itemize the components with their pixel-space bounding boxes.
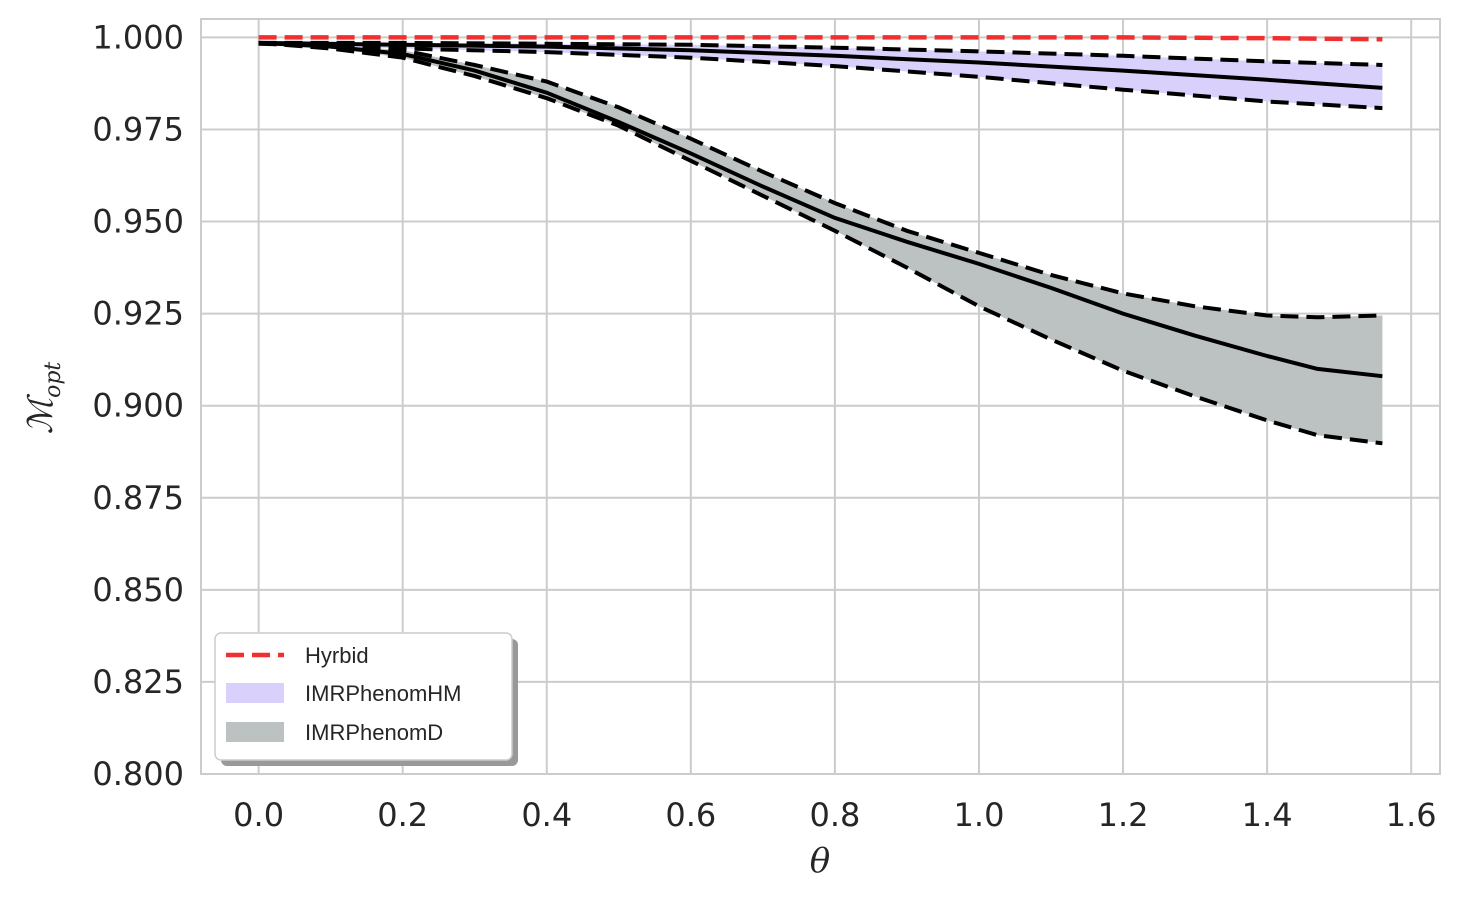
- x-tick-label: 1.4: [1242, 796, 1293, 834]
- y-axis-label-sub: opt: [41, 362, 66, 398]
- y-tick-label: 0.850: [92, 571, 184, 609]
- median-line-imrphenomd: [258, 40, 1383, 379]
- y-tick-label: 0.925: [92, 295, 184, 333]
- x-tick-label: 0.6: [665, 796, 716, 834]
- x-tick-label: 0.2: [377, 796, 428, 834]
- y-axis-label: ℳopt: [21, 362, 66, 435]
- legend: Hyrbid IMRPhenomHM IMRPhenomD: [214, 632, 518, 766]
- lower-bound-imrphenomhm: [258, 41, 1383, 111]
- svg-text:ℳopt: ℳopt: [21, 362, 66, 435]
- bands: [258, 42, 1383, 444]
- plot-frame: [200, 18, 1441, 775]
- line-hybrid: [258, 35, 1383, 42]
- upper-bound-imrphenomd: [258, 40, 1383, 320]
- x-tick-label: 1.2: [1098, 796, 1149, 834]
- legend-label-imrphenomd: IMRPhenomD: [305, 720, 443, 745]
- x-axis-label: θ: [810, 841, 830, 881]
- lines: [258, 35, 1383, 446]
- band-imrphenomhm: [258, 42, 1383, 109]
- upper-bound-imrphenomhm: [258, 40, 1383, 67]
- lower-bound-imrphenomd: [258, 40, 1383, 446]
- x-tick-label: 0.8: [809, 796, 860, 834]
- y-tick-label: 0.825: [92, 663, 184, 701]
- y-tick-labels: 0.800 0.825 0.850 0.875 0.900 0.925 0.950 0.975…: [92, 18, 184, 793]
- legend-box: [214, 632, 513, 761]
- y-tick-label: 0.950: [92, 203, 184, 241]
- band-imrphenomd: [258, 42, 1383, 444]
- legend-label-imrphenomhm: IMRPhenomHM: [305, 681, 461, 706]
- y-tick-label: 0.800: [92, 755, 184, 793]
- y-axis-label-main: ℳ: [21, 393, 61, 434]
- x-tick-label: 0.4: [521, 796, 572, 834]
- legend-swatch-imrphenomd: [226, 722, 284, 742]
- y-tick-label: 0.975: [92, 110, 184, 148]
- x-tick-label: 0.0: [233, 796, 284, 834]
- x-tick-label: 1.6: [1386, 796, 1437, 834]
- y-tick-label: 0.875: [92, 479, 184, 517]
- x-tick-label: 1.0: [954, 796, 1005, 834]
- y-tick-label: 1.000: [92, 18, 184, 56]
- y-tick-label: 0.900: [92, 387, 184, 425]
- legend-swatch-imrphenomhm: [226, 683, 284, 703]
- median-line-imrphenomhm: [258, 40, 1383, 90]
- legend-label-hybrid: Hyrbid: [305, 643, 369, 668]
- x-tick-labels: 0.0 0.2 0.4 0.6 0.8 1.0 1.2 1.4 1.6: [233, 796, 1436, 834]
